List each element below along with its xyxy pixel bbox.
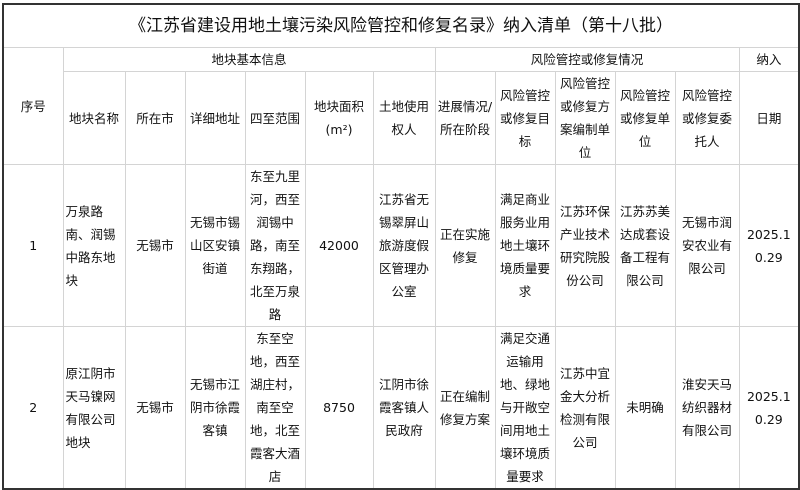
cell-client: 无锡市润安农业有限公司 (674, 164, 740, 327)
cell-area: 8750 (304, 326, 374, 490)
cell-area: 42000 (304, 164, 374, 327)
header-date: 日期 (738, 71, 800, 165)
header-contractor: 风险管控或修复单位 (614, 71, 676, 165)
cell-name: 万泉路南、润锡中路东地块 (62, 164, 126, 327)
cell-goal: 满足商业服务业用地土壤环境质量要求 (494, 164, 556, 327)
cell-seq: 1 (2, 164, 64, 327)
group-basic-info: 地块基本信息 (62, 47, 436, 72)
cell-planner: 江苏中宜金大分析检测有限公司 (554, 326, 616, 490)
cell-goal: 满足交通运输用地、绿地与开敞空间用地土壤环境质量要求 (494, 326, 556, 490)
header-city: 所在市 (124, 71, 186, 165)
header-stage: 进展情况/所在阶段 (434, 71, 496, 165)
header-address: 详细地址 (184, 71, 246, 165)
cell-planner: 江苏环保产业技术研究院股份公司 (554, 164, 616, 327)
header-owner: 土地使用权人 (372, 71, 436, 165)
cell-owner: 江阴市徐霞客镇人民政府 (372, 326, 436, 490)
group-include: 纳入 (738, 47, 800, 72)
cell-owner: 江苏省无锡翠屏山旅游度假区管理办公室 (372, 164, 436, 327)
cell-bounds: 东至九里河，西至润锡中路，南至东翔路，北至万泉路 (244, 164, 306, 327)
listing-table: 《江苏省建设用地土壤污染风险管控和修复名录》纳入清单（第十八批） 序号 地块基本… (2, 3, 800, 490)
cell-date: 2025.10.29 (738, 164, 800, 327)
header-area: 地块面积 (m²) (304, 71, 374, 165)
cell-client: 淮安天马纺织器材有限公司 (674, 326, 740, 490)
cell-stage: 正在实施修复 (434, 164, 496, 327)
header-goal: 风险管控或修复目标 (494, 71, 556, 165)
group-risk-status: 风险管控或修复情况 (434, 47, 740, 72)
cell-city: 无锡市 (124, 326, 186, 490)
header-name: 地块名称 (62, 71, 126, 165)
cell-stage: 正在编制修复方案 (434, 326, 496, 490)
cell-date: 2025.10.29 (738, 326, 800, 490)
cell-city: 无锡市 (124, 164, 186, 327)
table-row: 1 万泉路南、润锡中路东地块 无锡市 无锡市锡山区安镇街道 东至九里河，西至润锡… (2, 164, 800, 327)
table-title: 《江苏省建设用地土壤污染风险管控和修复名录》纳入清单（第十八批） (2, 3, 800, 48)
cell-address: 无锡市锡山区安镇街道 (184, 164, 246, 327)
cell-contractor: 江苏苏美达成套设备工程有限公司 (614, 164, 676, 327)
header-area-label: 地块面积 (313, 99, 364, 114)
header-area-unit: (m²) (325, 122, 353, 137)
table-row: 2 原江阴市天马镍网有限公司地块 无锡市 无锡市江阴市徐霞客镇 东至空地，西至湖… (2, 326, 800, 490)
cell-bounds: 东至空地，西至湖庄村，南至空地，北至霞客大酒店 (244, 326, 306, 490)
header-planner: 风险管控或修复方案编制单位 (554, 71, 616, 165)
header-bounds: 四至范围 (244, 71, 306, 165)
cell-name: 原江阴市天马镍网有限公司地块 (62, 326, 126, 490)
cell-address: 无锡市江阴市徐霞客镇 (184, 326, 246, 490)
header-client: 风险管控或修复委托人 (674, 71, 740, 165)
cell-seq: 2 (2, 326, 64, 490)
header-seq: 序号 (2, 47, 64, 165)
cell-contractor: 未明确 (614, 326, 676, 490)
